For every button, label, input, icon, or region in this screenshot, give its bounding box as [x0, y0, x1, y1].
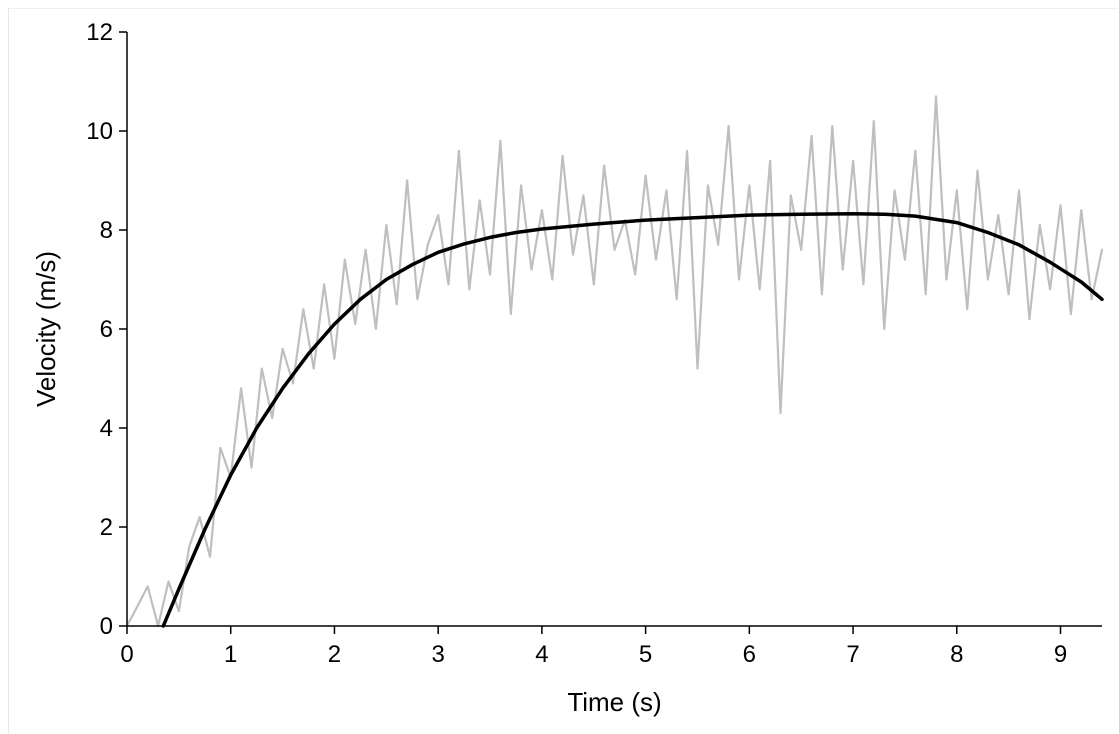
y-ticks: 0 2 4 6 8 10 12 — [86, 19, 127, 640]
x-tick-label: 5 — [639, 641, 652, 668]
y-tick-label: 12 — [86, 19, 113, 46]
x-tick-label: 7 — [846, 641, 859, 668]
y-tick-label: 8 — [100, 217, 113, 244]
x-ticks: 0 1 2 3 4 5 6 7 8 9 — [120, 626, 1067, 668]
y-tick-label: 10 — [86, 118, 113, 145]
x-tick-label: 6 — [743, 641, 756, 668]
y-tick-label: 4 — [100, 415, 113, 442]
y-tick-label: 6 — [100, 316, 113, 343]
x-axis-title: Time (s) — [567, 687, 661, 717]
chart-frame — [8, 8, 1118, 733]
y-axis-title: Velocity (m/s) — [31, 251, 61, 407]
y-tick-label: 2 — [100, 514, 113, 541]
raw-velocity-line — [125, 95, 1104, 628]
x-tick-label: 0 — [120, 641, 133, 668]
fit-curve-line — [161, 211, 1104, 628]
x-tick-label: 3 — [431, 641, 444, 668]
x-tick-label: 4 — [535, 641, 548, 668]
x-tick-label: 9 — [1054, 641, 1067, 668]
x-tick-label: 1 — [224, 641, 237, 668]
series-layer — [125, 95, 1104, 628]
y-tick-label: 0 — [100, 613, 113, 640]
x-tick-label: 2 — [328, 641, 341, 668]
x-tick-label: 8 — [950, 641, 963, 668]
